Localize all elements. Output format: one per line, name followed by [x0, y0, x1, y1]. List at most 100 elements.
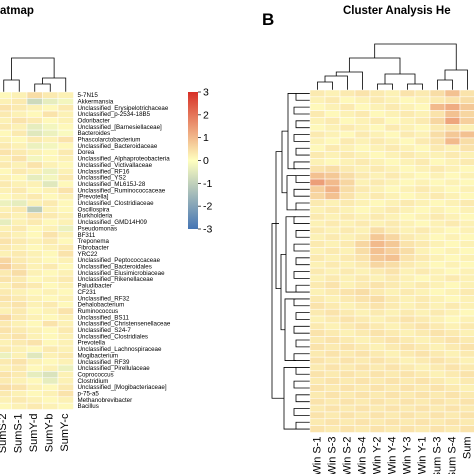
panel-b-cell [384, 418, 401, 426]
panel-a-cell [57, 390, 74, 398]
panel-b-cell [324, 350, 341, 358]
panel-b-cell [324, 302, 341, 310]
panel-b-cell [399, 199, 416, 207]
panel-b-cell [324, 117, 341, 125]
panel-a-row-label: Unclassified_RF16 [78, 168, 130, 175]
panel-b-cell [384, 171, 401, 180]
panel-a-cell [42, 180, 59, 188]
panel-b-cell [399, 418, 416, 426]
panel-b-row-dendrogram-branch [293, 271, 310, 279]
panel-b-cell [444, 267, 461, 276]
panel-b-cell [459, 199, 474, 207]
panel-a-cell [11, 345, 28, 353]
panel-b-cell [369, 370, 386, 378]
panel-b-cell [369, 199, 386, 207]
panel-b-cell [429, 274, 446, 283]
panel-b-cell [444, 336, 461, 344]
panel-b-cell [309, 356, 326, 365]
panel-a-cell [26, 187, 43, 194]
panel-a-cell [0, 104, 12, 112]
panel-b-column-dendrogram-branch [374, 43, 457, 70]
panel-a-cell [42, 288, 59, 296]
panel-b-cell [444, 103, 461, 111]
panel-b-cell [444, 219, 461, 228]
panel-b-cell [339, 322, 356, 330]
panel-b-cell [444, 124, 461, 132]
panel-a-cell [26, 212, 43, 220]
panel-a-row-label: Unclassified_Erysipelotrichaceae [78, 105, 169, 112]
panel-b-cell [459, 391, 474, 399]
panel-a-cell [0, 161, 12, 169]
panel-b-cell [399, 124, 416, 132]
panel-a-cell [0, 187, 12, 194]
panel-b-cell [324, 336, 341, 344]
panel-b-cell [354, 213, 371, 221]
panel-b-cell [324, 240, 341, 248]
panel-b-cell [354, 370, 371, 378]
panel-a-cell [11, 117, 28, 125]
panel-a-cell [11, 123, 28, 131]
panel-b-cell [414, 356, 431, 365]
panel-b-cell [309, 233, 326, 241]
panel-b-cell [384, 206, 401, 214]
panel-a-cell [42, 282, 59, 290]
panel-a-cell [42, 383, 59, 391]
panel-a-cell [42, 364, 59, 372]
panel-a-cell [26, 231, 43, 239]
panel-a-cell [11, 142, 28, 150]
panel-b-cell [429, 418, 446, 426]
panel-b-cell [429, 103, 446, 111]
panel-b-cell [414, 199, 431, 207]
panel-b-cell [384, 398, 401, 406]
panel-b-cell [339, 103, 356, 111]
panel-a-cell [42, 187, 59, 194]
panel-a-cell [42, 396, 59, 404]
panel-a-cell [57, 206, 74, 213]
panel-a-cell [26, 174, 43, 182]
panel-b-cell [399, 329, 416, 337]
panel-b-column-dendrogram-branch [335, 71, 363, 90]
panel-b-cell [429, 226, 446, 235]
panel-b-cell [354, 96, 371, 104]
panel-b-column-label: Win Y-3 [402, 437, 414, 474]
panel-a-cell [26, 352, 43, 359]
panel-a-cell [26, 383, 43, 391]
panel-b-column-labels: Win S-1 Win S-3 Win S-2 Win S-4 Win Y-2 Win Y… [312, 437, 474, 474]
panel-b-cell [444, 315, 461, 324]
panel-b-cell [339, 96, 356, 104]
panel-a-cell [57, 383, 74, 391]
panel-b-cell [324, 363, 341, 372]
panel-b-cell [459, 308, 474, 317]
panel-a-cell [42, 117, 59, 125]
panel-b-row-dendrogram-branch [295, 394, 310, 403]
panel-a-row-label: Odoribacter [78, 117, 110, 124]
panel-b-cell [309, 247, 326, 255]
panel-b-cell [444, 322, 461, 330]
panel-b-cell [384, 377, 401, 385]
panel-b-cell [384, 158, 401, 166]
panel-a-row-label: Unclassified_Bacteroidales [78, 264, 152, 271]
panel-b-cell [459, 302, 474, 310]
panel-a-cell [11, 326, 28, 334]
panel-a-cell [11, 218, 28, 226]
panel-b-cell [339, 240, 356, 248]
panel-a-row-label: Oscillospira [78, 206, 111, 213]
panel-b-cell [369, 213, 386, 221]
panel-b-cell [339, 404, 356, 413]
legend-color-bar [188, 92, 198, 229]
panel-b-row-dendrogram-branch [295, 367, 310, 375]
panel-b-cell [429, 411, 446, 420]
panel-a-cell [57, 91, 74, 99]
panel-b-cell [429, 165, 446, 173]
panel-a-cell [26, 91, 43, 99]
panel-b-cell [324, 329, 341, 337]
panel-a-dendrogram-branch [11, 57, 55, 80]
panel-b-cell [324, 185, 341, 193]
panel-b-column-dendrogram-branch [317, 81, 333, 90]
panel-a-cell [26, 294, 43, 302]
panel-b-cell [354, 322, 371, 330]
panel-a-row-label: Unclassified_Elusimicrobiaceae [78, 270, 166, 277]
panel-a-row-label: Unclassified_Bacteroidaceae [78, 143, 158, 150]
panel-a-cell [57, 167, 74, 175]
panel-b-cell [339, 144, 356, 152]
